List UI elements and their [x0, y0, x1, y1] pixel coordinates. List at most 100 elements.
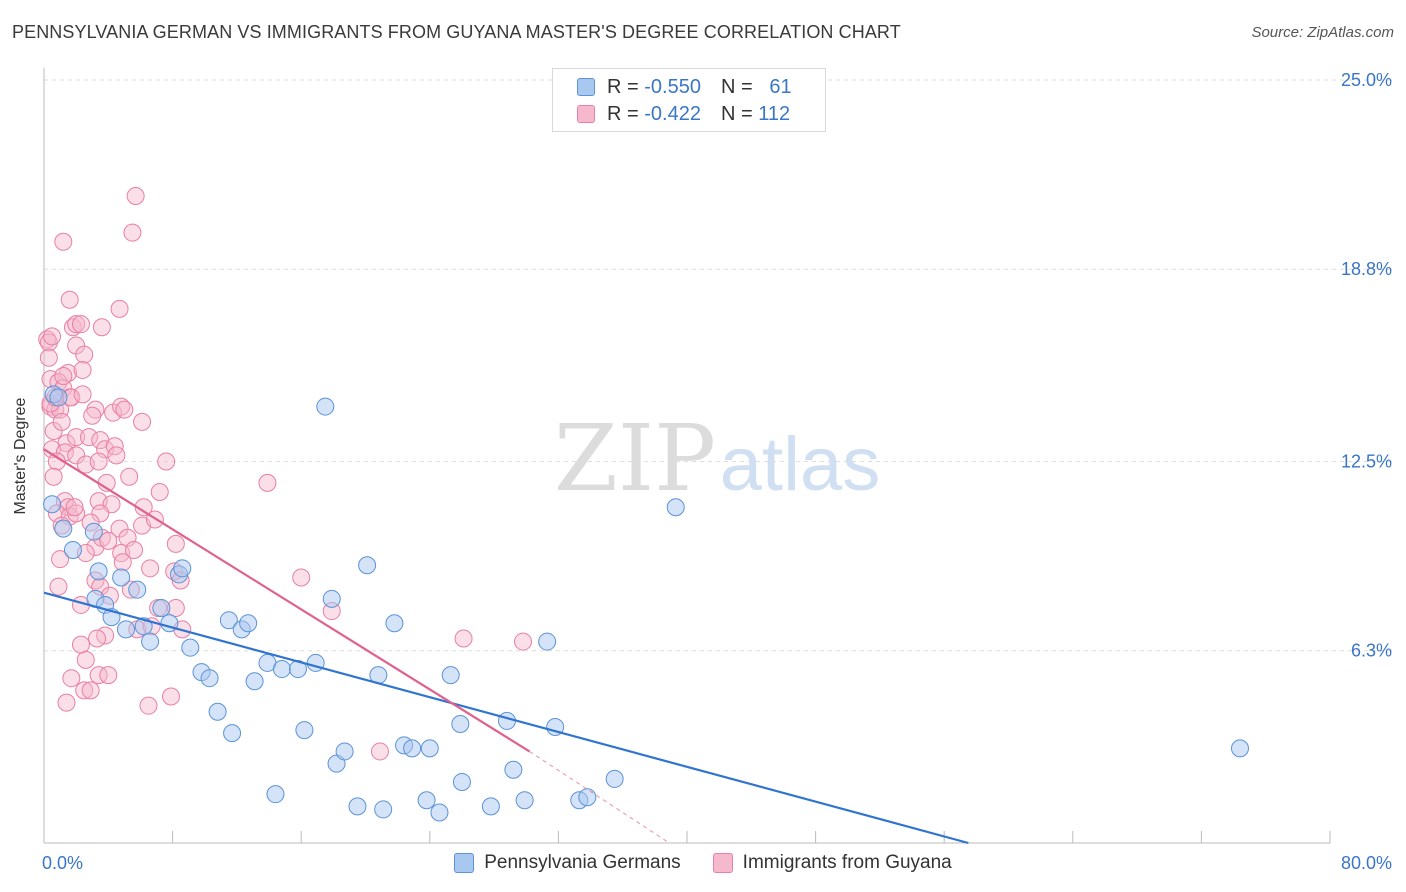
r-value: -0.550	[644, 75, 701, 98]
data-point-pennsylvania	[481, 797, 500, 816]
series-guyana-points	[38, 186, 533, 761]
data-point-guyana	[99, 666, 118, 685]
data-point-guyana	[89, 452, 108, 471]
data-point-pennsylvania	[295, 721, 314, 740]
data-point-pennsylvania	[316, 397, 335, 416]
data-point-pennsylvania	[208, 702, 227, 721]
data-point-guyana	[126, 186, 145, 205]
data-point-pennsylvania	[223, 724, 242, 743]
blue-swatch	[454, 853, 475, 873]
data-point-pennsylvania	[605, 769, 624, 788]
x-tick-label-min: 0.0%	[42, 853, 83, 873]
data-point-pennsylvania	[578, 788, 597, 807]
data-point-pennsylvania	[89, 562, 108, 581]
data-point-guyana	[67, 315, 86, 334]
data-point-pennsylvania	[515, 791, 534, 810]
data-point-guyana	[51, 550, 70, 569]
series-legend: Pennsylvania Germans Immigrants from Guy…	[0, 852, 1406, 874]
data-point-guyana	[67, 428, 86, 447]
n-value: 112	[758, 102, 791, 125]
data-point-pennsylvania	[116, 620, 135, 639]
data-point-guyana	[44, 467, 63, 486]
data-point-pennsylvania	[134, 617, 153, 636]
n-label: N =	[720, 102, 753, 125]
pink-swatch	[577, 105, 595, 123]
data-point-pennsylvania	[374, 800, 393, 819]
blue-swatch	[577, 78, 595, 96]
data-point-guyana	[43, 327, 62, 346]
trend-line-guyana	[43, 448, 531, 753]
data-point-pennsylvania	[430, 803, 449, 822]
series-pennsylvania-points	[43, 385, 1249, 822]
x-tick-label-max: 80.0%	[1341, 853, 1392, 873]
data-point-pennsylvania	[452, 772, 471, 791]
data-point-guyana	[139, 696, 158, 715]
data-point-pennsylvania	[420, 739, 439, 758]
data-point-guyana	[81, 681, 100, 700]
watermark-zip: ZIP	[554, 405, 716, 512]
y-tick-label: 25.0%	[1341, 70, 1392, 90]
chart-title: PENNSYLVANIA GERMAN VS IMMIGRANTS FROM G…	[12, 22, 901, 42]
legend-item-pennsylvania[interactable]: Pennsylvania Germans	[454, 852, 681, 874]
data-point-guyana	[54, 232, 73, 251]
trend-lines	[43, 448, 969, 845]
data-point-guyana	[54, 367, 73, 386]
y-tick-label: 18.8%	[1341, 259, 1392, 279]
data-point-guyana	[150, 483, 169, 502]
data-point-guyana	[88, 629, 107, 648]
data-point-guyana	[370, 742, 389, 761]
n-value: 61	[769, 75, 792, 98]
data-point-pennsylvania	[141, 632, 160, 651]
n-label: N =	[720, 75, 753, 98]
data-point-pennsylvania	[666, 498, 685, 517]
stats-legend: R = -0.550 N = 61 R = -0.422 N = 112	[552, 68, 826, 132]
data-point-pennsylvania	[385, 614, 404, 633]
data-point-pennsylvania	[441, 666, 460, 685]
data-point-pennsylvania	[152, 598, 171, 617]
data-point-guyana	[75, 681, 94, 700]
data-point-pennsylvania	[49, 388, 68, 407]
data-point-pennsylvania	[219, 611, 238, 630]
data-point-guyana	[107, 446, 126, 465]
data-point-guyana	[75, 345, 94, 364]
data-point-pennsylvania	[504, 760, 523, 779]
y-tick-label: 6.3%	[1351, 641, 1392, 661]
data-point-guyana	[91, 504, 110, 523]
data-point-guyana	[92, 318, 111, 337]
data-point-guyana	[60, 290, 79, 309]
pink-swatch	[712, 853, 733, 873]
watermark-atlas: atlas	[720, 422, 881, 507]
y-tick-label: 12.5%	[1341, 452, 1392, 472]
data-point-pennsylvania	[84, 522, 103, 541]
data-point-pennsylvania	[43, 495, 62, 514]
data-point-guyana	[52, 412, 71, 431]
data-point-pennsylvania	[128, 580, 147, 599]
r-label: R =	[607, 102, 639, 125]
tick-labels: 6.3% 12.5% 18.8% 25.0% 0.0% 80.0%	[42, 70, 1392, 873]
data-point-pennsylvania	[266, 785, 285, 804]
data-point-guyana	[514, 632, 533, 651]
data-point-pennsylvania	[54, 519, 73, 538]
data-point-guyana	[67, 504, 86, 523]
data-point-pennsylvania	[272, 660, 291, 679]
trend-line-pennsylvania	[43, 591, 969, 845]
data-point-guyana	[73, 385, 92, 404]
data-point-guyana	[112, 397, 131, 416]
legend-item-guyana[interactable]: Immigrants from Guyana	[712, 852, 952, 874]
data-point-guyana	[83, 406, 102, 425]
data-point-pennsylvania	[1230, 739, 1249, 758]
data-point-pennsylvania	[173, 559, 192, 578]
legend-label: Pennsylvania Germans	[484, 852, 681, 873]
legend-row-pennsylvania: R = -0.550 N = 61	[577, 74, 792, 100]
data-point-guyana	[67, 446, 86, 465]
legend-row-guyana: R = -0.422 N = 112	[577, 101, 790, 127]
data-point-pennsylvania	[497, 711, 516, 730]
source-label: Source: ZipAtlas.com	[1251, 24, 1394, 41]
data-point-guyana	[110, 299, 129, 318]
data-point-pennsylvania	[322, 589, 341, 608]
data-point-guyana	[80, 428, 99, 447]
data-point-pennsylvania	[200, 669, 219, 688]
data-point-pennsylvania	[335, 742, 354, 761]
data-point-guyana	[292, 568, 311, 587]
